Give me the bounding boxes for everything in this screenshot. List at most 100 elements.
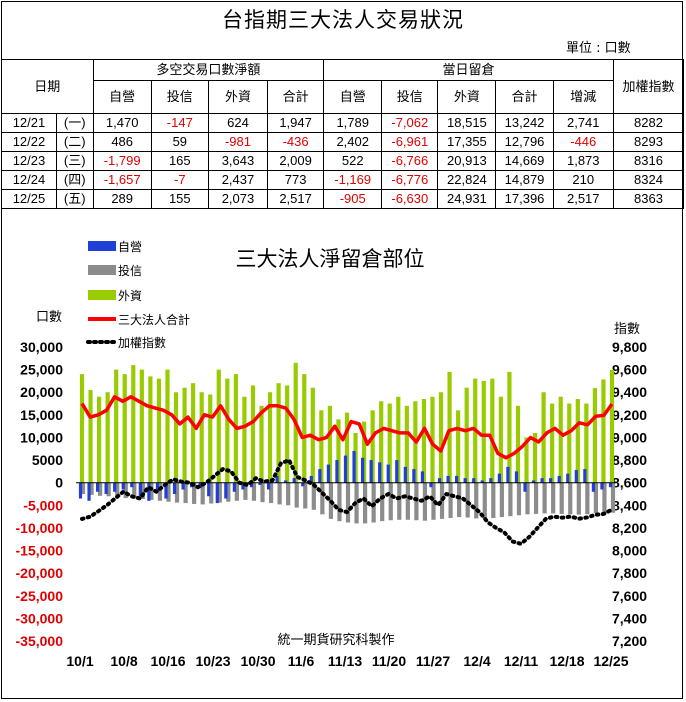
table-row: 12/21 (一) 1,470 -147 624 1,947 1,789 -7,062 18,5… [1, 113, 685, 133]
trust-bar [388, 482, 393, 521]
trust-bar [593, 482, 599, 514]
dealer-bar [207, 482, 211, 497]
trust-bar [491, 482, 496, 518]
dealer-bar [130, 482, 134, 488]
trust-bar [585, 482, 590, 515]
trust-bar [602, 482, 607, 514]
x-tick-label: 11/13 [328, 653, 362, 669]
trust-bar [414, 482, 419, 521]
trust-bar [140, 482, 145, 499]
legend-swatch-dealer [88, 241, 116, 251]
left-tick-label: -30,000 [16, 610, 64, 626]
table-cell: (二) [55, 132, 94, 152]
table-cell: 1,873 [552, 151, 614, 171]
dealer-bar [360, 457, 365, 483]
table-cell: 12/21 [1, 113, 57, 133]
table-cell: -1,657 [92, 170, 152, 190]
right-tick-label: 7,200 [612, 633, 647, 649]
trust-bar [559, 482, 564, 514]
trust-bar [610, 482, 616, 513]
foreign-bar [173, 392, 179, 483]
trust-bar [397, 482, 402, 520]
trust-bar [132, 482, 137, 499]
index-header: 加權指數 [612, 59, 685, 114]
table-cell: -981 [207, 132, 269, 152]
table-cell: 210 [552, 170, 614, 190]
trust-bar [568, 482, 573, 515]
dealer-bar [386, 464, 390, 483]
dealer-bar [463, 478, 467, 483]
dealer-bar [429, 482, 433, 488]
table-cell: -7 [150, 170, 209, 190]
table-cell: -147 [150, 113, 209, 133]
foreign-bar [327, 405, 333, 483]
trust-bar [157, 482, 163, 501]
foreign-bar [379, 401, 384, 483]
foreign-bar [515, 405, 521, 483]
foreign-bar [302, 374, 307, 483]
foreign-bar [361, 421, 367, 483]
foreign-bar [524, 437, 529, 483]
dealer-bar [523, 482, 527, 492]
foreign-bar [404, 405, 409, 483]
dealer-bar [378, 462, 382, 483]
foreign-bar [481, 380, 486, 483]
table-cell: 12/25 [1, 189, 57, 209]
page-title: 台指期三大法人交易狀況 [222, 8, 464, 32]
table-cell: 289 [92, 189, 152, 209]
right-tick-label: 9,600 [612, 362, 647, 378]
foreign-bar [609, 369, 615, 483]
left-tick-label: -35,000 [16, 633, 64, 649]
trust-bar [268, 482, 274, 504]
trust-bar [422, 482, 428, 521]
table-cell: 155 [150, 189, 209, 209]
foreign-bar [250, 385, 256, 483]
foreign-bar [208, 394, 213, 483]
trust-bar [405, 482, 410, 520]
dealer-bar [215, 482, 219, 504]
dealer-bar [497, 473, 501, 483]
foreign-bar [430, 396, 435, 483]
dealer-bar [78, 482, 83, 499]
dealer-bar [583, 469, 587, 483]
legend-swatch-foreign [88, 290, 116, 300]
chart-credit: 統一期貨研究科製作 [277, 632, 394, 648]
foreign-bar [199, 392, 204, 483]
trust-bar [192, 482, 197, 504]
dealer-bar [172, 482, 177, 494]
x-tick-label: 10/30 [240, 653, 275, 669]
foreign-bar [532, 432, 538, 483]
trust-bar [474, 482, 479, 519]
dealer-bar [540, 478, 544, 483]
table-row: 12/25 (五) 289 155 2,073 2,517 -905 -6,630 24,931… [1, 189, 685, 209]
foreign-bar [191, 383, 196, 483]
table-cell: 13,242 [495, 113, 554, 133]
foreign-bar [131, 365, 136, 483]
table-cell: -905 [323, 189, 383, 209]
table-cell: 8363 [612, 189, 685, 209]
table-cell: 17,355 [437, 132, 497, 152]
trust-bar [226, 482, 231, 502]
trust-bar [106, 482, 111, 497]
table-cell: 14,879 [495, 170, 554, 190]
dealer-bar [95, 482, 100, 492]
left-tick-label: -15,000 [16, 543, 64, 559]
dealer-bar [437, 478, 442, 483]
dealer-bar [574, 470, 578, 483]
trust-bar [200, 482, 205, 505]
dealer-bar [549, 478, 553, 483]
sub-header: 自營 [323, 80, 383, 114]
right-tick-label: 7,400 [612, 610, 647, 626]
left-tick-label: -20,000 [16, 565, 64, 581]
x-tick-label: 11/27 [416, 653, 450, 669]
dealer-bar [446, 475, 450, 483]
foreign-bar [139, 369, 144, 483]
dealer-bar [275, 475, 279, 483]
trust-bar [243, 482, 248, 500]
left-tick-label: -10,000 [16, 520, 64, 536]
table-body: 12/21 (一) 1,470 -147 624 1,947 1,789 -7,062 18,5… [1, 113, 685, 209]
sub-header: 合計 [495, 80, 554, 114]
x-tick-label: 12/25 [593, 653, 628, 669]
dealer-bar [249, 482, 254, 488]
table-cell: 165 [150, 151, 209, 171]
